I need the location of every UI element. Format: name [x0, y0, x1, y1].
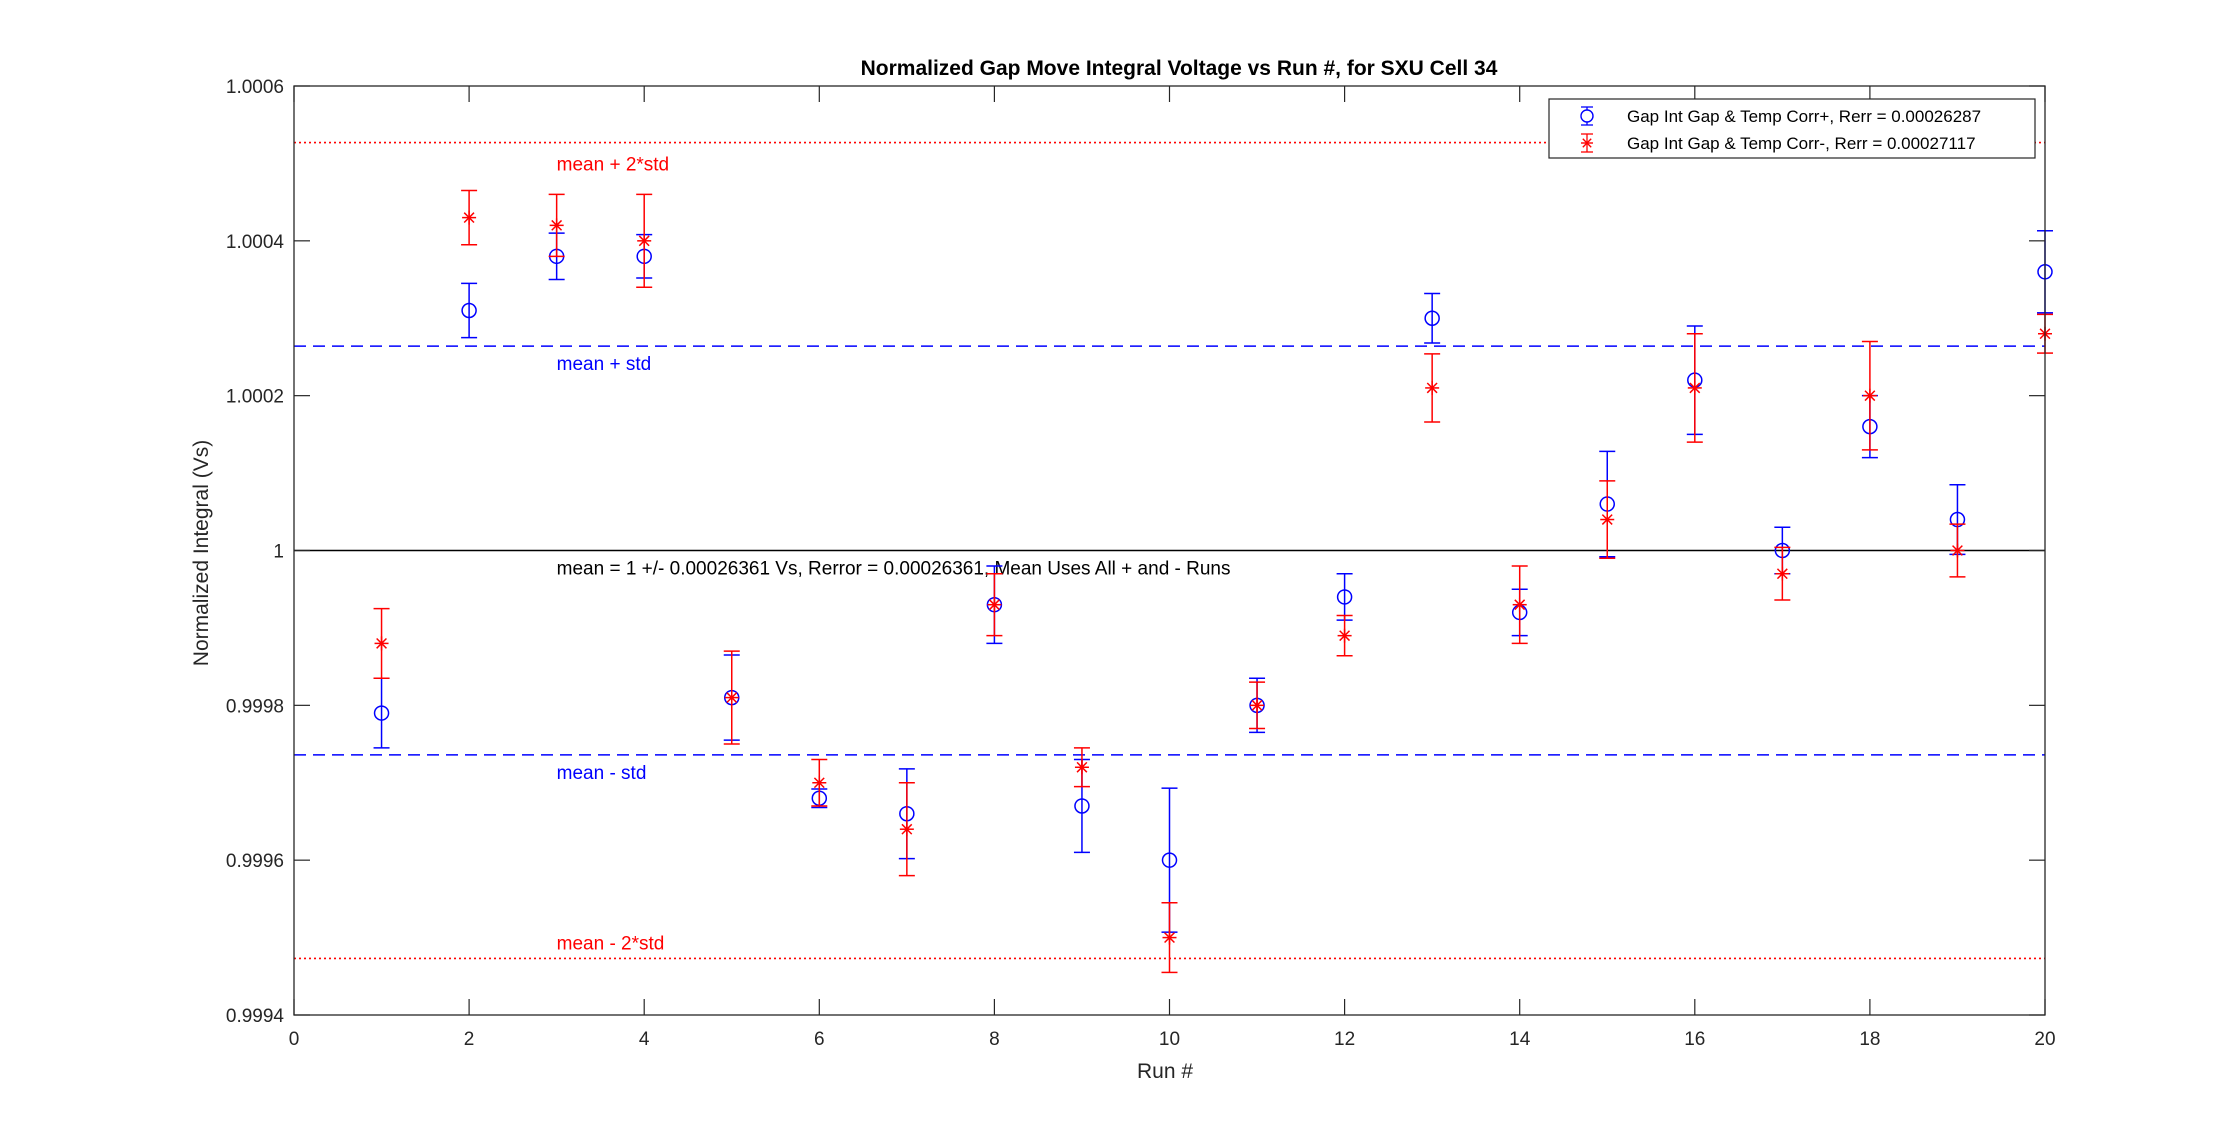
- data-point: [1425, 380, 1440, 395]
- legend-entry-label: Gap Int Gap & Temp Corr+, Rerr = 0.00026…: [1627, 107, 1981, 126]
- y-tick-label: 0.9998: [226, 696, 284, 717]
- x-tick-label: 8: [989, 1029, 1000, 1050]
- reference-line-label: mean - std: [557, 763, 647, 784]
- x-tick-label: 6: [814, 1029, 825, 1050]
- x-tick-label: 12: [1334, 1029, 1355, 1050]
- data-point: [1336, 589, 1353, 605]
- legend: Gap Int Gap & Temp Corr+, Rerr = 0.00026…: [1548, 98, 2036, 159]
- x-tick-label: 14: [1509, 1029, 1531, 1050]
- data-point: [1424, 310, 1440, 326]
- legend-marker: [1581, 138, 1593, 148]
- data-point: [1687, 380, 1702, 395]
- y-tick-label: 1.0006: [226, 77, 284, 98]
- data-point: [724, 690, 739, 705]
- x-tick-label: 0: [289, 1029, 300, 1050]
- reference-line-label: mean + 2*std: [557, 155, 670, 176]
- data-point: [1337, 628, 1352, 643]
- data-point: [1162, 930, 1177, 945]
- axes: 0 2 4 6 8 10 12 14 16 18 20 0.9994 0.9996 0.9998 1 1.00…: [226, 77, 2056, 1050]
- reference-lines: mean + 2*std mean + std mean = 1 +/- 0.000…: [294, 141, 2045, 960]
- data-point: [549, 218, 564, 233]
- data-point: [373, 705, 390, 721]
- x-tick-label: 2: [464, 1029, 475, 1050]
- data-point: [1161, 852, 1178, 868]
- x-tick-label: 16: [1684, 1029, 1705, 1050]
- legend-box: [1548, 98, 2036, 159]
- data-point: [1074, 760, 1089, 775]
- data-point: [1600, 512, 1615, 527]
- data-point: [461, 302, 477, 319]
- series-layer: [373, 189, 2053, 974]
- y-tick-label: 0.9994: [226, 1006, 285, 1027]
- y-tick-label: 1.0004: [226, 232, 285, 253]
- y-tick-label: 1.0002: [226, 387, 284, 408]
- legend-marker: [1580, 109, 1594, 123]
- x-tick-label: 20: [2034, 1029, 2055, 1050]
- data-point: [987, 597, 1002, 612]
- reference-line-label: mean = 1 +/- 0.00026361 Vs, Rerror = 0.0…: [557, 559, 1231, 580]
- data-point: [1775, 566, 1790, 581]
- x-tick-label: 18: [1859, 1029, 1880, 1050]
- data-point: [637, 233, 652, 248]
- data-point: [1512, 597, 1527, 612]
- series-corr-minus: [373, 189, 2053, 974]
- data-point: [1074, 798, 1090, 814]
- legend-entry-label: Gap Int Gap & Temp Corr-, Rerr = 0.00027…: [1627, 134, 1976, 153]
- x-axis-label: Run #: [1137, 1060, 1193, 1083]
- y-tick-label: 1: [273, 542, 284, 563]
- data-point: [1250, 698, 1265, 713]
- data-point: [812, 775, 827, 790]
- data-point: [1862, 388, 1877, 403]
- reference-line-label: mean - 2*std: [557, 933, 665, 954]
- data-point: [1950, 543, 1965, 558]
- x-tick-label: 10: [1159, 1029, 1180, 1050]
- x-tick-label: 4: [639, 1029, 650, 1050]
- y-axis-label: Normalized Integral (Vs): [190, 440, 213, 666]
- data-point: [462, 210, 477, 225]
- data-point: [899, 822, 914, 837]
- reference-line-label: mean + std: [557, 354, 652, 375]
- y-tick-label: 0.9996: [226, 851, 284, 872]
- data-point: [374, 636, 389, 651]
- chart-title: Normalized Gap Move Integral Voltage vs …: [861, 57, 1498, 80]
